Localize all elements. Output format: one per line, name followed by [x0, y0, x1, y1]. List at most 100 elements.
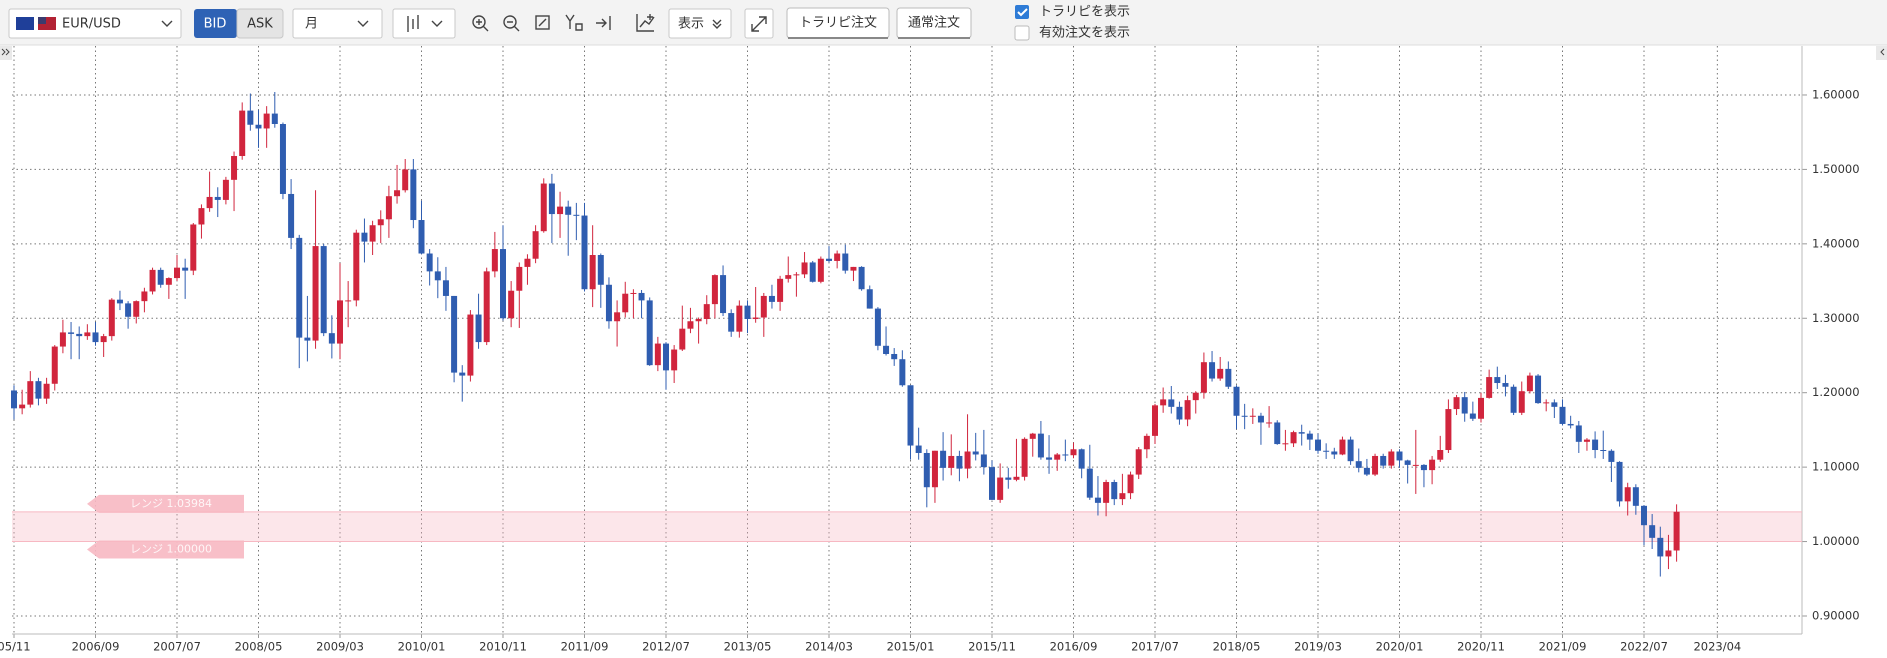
candle-body	[1209, 362, 1216, 379]
range-tag	[87, 494, 244, 513]
collapse-right[interactable]	[1876, 46, 1887, 60]
candle-body	[68, 332, 75, 334]
candle-body	[1184, 400, 1191, 420]
candle-body	[19, 404, 26, 409]
plot-area: 0.90000 1.00000 1.10000 1.20000 1.30000 1.400…	[0, 46, 1860, 654]
y-tick-label: 1.30000	[1812, 311, 1860, 325]
candle-body	[459, 372, 466, 376]
candle-body	[27, 381, 34, 405]
checkbox[interactable]: 有効注文を表示	[1014, 25, 1130, 41]
candle-body	[133, 301, 140, 317]
candle-body	[43, 383, 50, 399]
candle-body	[1420, 464, 1427, 471]
y-tick-label: 1.10000	[1812, 460, 1860, 474]
candle-body	[858, 266, 865, 290]
candle-body	[622, 293, 629, 313]
x-tick-label: 2010/01	[398, 640, 446, 654]
checkbox[interactable]: トラリピを表示	[1015, 5, 1130, 20]
checkbox-mark	[1017, 8, 1028, 17]
candle-body	[956, 455, 963, 469]
display-select[interactable]: 表示	[668, 8, 732, 39]
candle-body	[247, 110, 254, 125]
candle-body	[964, 451, 971, 469]
candle-body	[1347, 439, 1354, 462]
candle-body	[1021, 438, 1028, 477]
candle-body	[720, 275, 727, 314]
symbol-select[interactable]: EUR/USD	[8, 8, 182, 39]
candle-body	[1372, 455, 1379, 475]
candle-body	[654, 343, 661, 366]
candle-body	[907, 385, 914, 446]
symbol: EUR/USD	[62, 17, 121, 32]
x-tick-label: 2014/03	[805, 640, 853, 654]
candle-body	[540, 183, 547, 232]
candle-body	[1665, 550, 1672, 557]
candle-body	[1551, 402, 1558, 407]
candle-body	[1396, 451, 1403, 461]
candle-body	[1437, 450, 1444, 460]
candle-body	[214, 196, 221, 200]
candle-body	[255, 124, 262, 129]
tool-icons[interactable]	[472, 14, 655, 32]
x-tick-label: 2012/07	[642, 640, 690, 654]
candle-body	[92, 332, 99, 343]
candle-body	[1323, 450, 1330, 452]
candle-body	[1062, 454, 1069, 456]
candle-body	[646, 300, 653, 366]
candle-body	[1624, 487, 1631, 502]
ask-button[interactable]: ASK	[236, 8, 284, 39]
candle-body	[1657, 537, 1664, 557]
candle-body	[1355, 461, 1362, 468]
candle-body	[940, 450, 947, 468]
candle-body	[141, 291, 148, 302]
candle-body	[1119, 493, 1126, 500]
collapse-left[interactable]	[0, 46, 12, 60]
candle-body	[874, 308, 881, 346]
candle-body	[679, 328, 686, 350]
candle-body	[1029, 433, 1036, 439]
candle-body	[263, 113, 270, 129]
candle-body	[834, 253, 841, 261]
candle-body	[809, 262, 816, 282]
candle-body	[1331, 451, 1338, 455]
trarip-order-button[interactable]: トラリピ注文	[786, 7, 890, 39]
range-tag	[87, 540, 244, 559]
candle-body	[1168, 399, 1175, 407]
candle-body	[1616, 461, 1623, 502]
normal-order-button[interactable]: 通常注文	[896, 7, 972, 39]
candle-body	[1013, 476, 1020, 480]
candle-body	[1005, 477, 1012, 480]
candle-body	[51, 346, 58, 384]
candle-body	[663, 343, 669, 371]
chart-type-select[interactable]	[392, 8, 456, 39]
bid-label: BID	[204, 17, 227, 32]
candle-body	[76, 333, 83, 337]
candle-body	[1070, 449, 1077, 456]
candle-body	[1200, 362, 1207, 393]
y-tick-label: 1.60000	[1812, 87, 1860, 101]
candle-body	[231, 156, 238, 180]
candle-body	[1673, 511, 1680, 551]
bid-button[interactable]: BID	[194, 9, 237, 38]
candle-body	[337, 300, 343, 344]
expand-button[interactable]	[744, 8, 774, 39]
candle-body	[1152, 405, 1158, 436]
candle-body	[1037, 433, 1044, 458]
y-tick-label: 0.90000	[1812, 608, 1860, 622]
candle-body	[589, 255, 596, 290]
candle-body	[394, 190, 401, 197]
candle-body	[182, 267, 189, 271]
candle-body	[1649, 525, 1656, 538]
candle-body	[948, 455, 955, 468]
candle-body	[711, 275, 718, 305]
candle-body	[1054, 454, 1061, 460]
timeframe-select[interactable]: 月	[292, 8, 383, 39]
candle-body	[1176, 406, 1183, 420]
candle-body	[1608, 450, 1615, 462]
candle-body	[826, 258, 832, 261]
candle-body	[1298, 432, 1305, 434]
candle-body	[1078, 449, 1085, 469]
candle-body	[1266, 422, 1273, 424]
candle-body	[605, 284, 612, 322]
candle-body	[410, 169, 417, 221]
